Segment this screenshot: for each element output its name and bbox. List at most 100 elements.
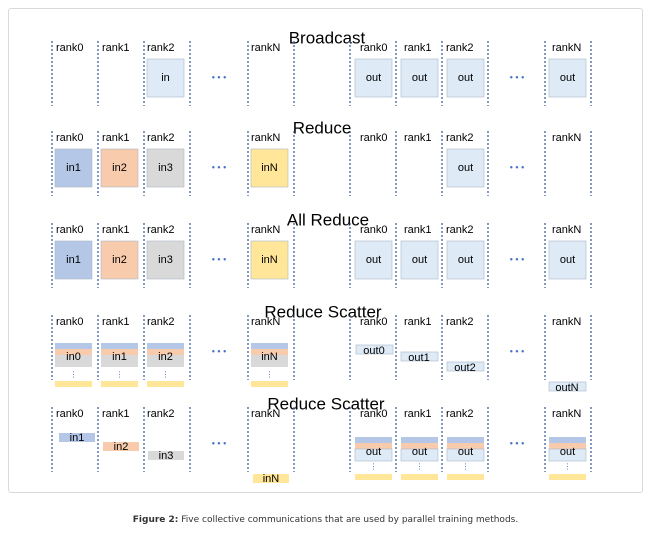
output-slice-label: out0 bbox=[363, 345, 384, 357]
chunk-gray bbox=[101, 355, 138, 367]
chunk-light-blue bbox=[400, 448, 439, 462]
output-slice bbox=[400, 351, 439, 362]
chunk-light-blue bbox=[354, 448, 393, 462]
rank-label-0: rank0 bbox=[360, 224, 388, 236]
input-cell bbox=[100, 240, 139, 280]
output-cell-label: out bbox=[458, 72, 473, 84]
output-cell-label: out bbox=[458, 254, 473, 266]
rank-label-0: rank0 bbox=[360, 316, 388, 328]
output-cell-label: out bbox=[366, 254, 381, 266]
chunk-blue bbox=[401, 437, 438, 443]
chunk-orange bbox=[147, 349, 184, 355]
output-slice-label: out1 bbox=[408, 352, 429, 364]
input-slice-label: inN bbox=[263, 473, 280, 485]
chunk-yellow bbox=[101, 381, 138, 387]
rank-label-2: rank2 bbox=[446, 132, 474, 144]
rank-label-3: rankN bbox=[552, 42, 581, 54]
input-slice bbox=[148, 451, 184, 460]
section-title: All Reduce bbox=[287, 210, 369, 229]
rank-label-1: rank1 bbox=[404, 42, 432, 54]
rank-label-2: rank2 bbox=[147, 408, 175, 420]
rank-label-1: rank1 bbox=[404, 224, 432, 236]
chunk-gray bbox=[147, 355, 184, 367]
input-cell bbox=[54, 240, 93, 280]
output-cell bbox=[446, 240, 485, 280]
output-chunk-label: out bbox=[412, 446, 427, 458]
input-cell bbox=[250, 148, 289, 188]
chunk-yellow bbox=[147, 381, 184, 387]
output-chunk-label: out bbox=[366, 446, 381, 458]
chunk-orange bbox=[251, 349, 288, 355]
rank-label-0: rank0 bbox=[360, 42, 388, 54]
input-cell bbox=[100, 148, 139, 188]
ellipsis-dots: • • • bbox=[212, 438, 226, 448]
output-cell-label: out bbox=[412, 72, 427, 84]
input-cell bbox=[146, 148, 185, 188]
rank-label-1: rank1 bbox=[404, 408, 432, 420]
input-slice-label: in3 bbox=[159, 450, 174, 462]
chunk-blue bbox=[55, 343, 92, 349]
rank-label-3: rankN bbox=[251, 224, 280, 236]
output-cell-label: out bbox=[412, 254, 427, 266]
rank-label-2: rank2 bbox=[147, 316, 175, 328]
chunk-blue bbox=[251, 343, 288, 349]
output-slice-label: outN bbox=[555, 382, 578, 394]
rank-label-2: rank2 bbox=[147, 42, 175, 54]
rank-label-0: rank0 bbox=[56, 42, 84, 54]
ellipsis-dots: • • • bbox=[510, 162, 524, 172]
rank-label-1: rank1 bbox=[102, 408, 130, 420]
input-cell-label: in3 bbox=[158, 254, 173, 266]
input-cell bbox=[146, 240, 185, 280]
vertical-dots: ⋮ bbox=[162, 370, 170, 379]
input-chunk-label: in1 bbox=[112, 351, 127, 363]
input-cell bbox=[146, 58, 185, 98]
input-cell-label: inN bbox=[261, 162, 278, 174]
output-cell bbox=[400, 240, 439, 280]
chunk-yellow bbox=[549, 474, 586, 480]
rank-label-1: rank1 bbox=[102, 132, 130, 144]
output-cell bbox=[446, 148, 485, 188]
rank-label-2: rank2 bbox=[446, 408, 474, 420]
chunk-orange bbox=[101, 349, 138, 355]
ellipsis-dots: • • • bbox=[212, 162, 226, 172]
ellipsis-dots: • • • bbox=[212, 72, 226, 82]
chunk-yellow bbox=[55, 381, 92, 387]
caption-text: Five collective communications that are … bbox=[181, 515, 519, 525]
input-cell-label: in2 bbox=[112, 254, 127, 266]
output-slice bbox=[446, 361, 485, 372]
input-cell-label: inN bbox=[261, 254, 278, 266]
rank-label-1: rank1 bbox=[102, 42, 130, 54]
input-cell-label: in3 bbox=[158, 162, 173, 174]
output-cell bbox=[400, 58, 439, 98]
vertical-dots: ⋮ bbox=[116, 370, 124, 379]
rank-label-0: rank0 bbox=[56, 316, 84, 328]
rank-label-1: rank1 bbox=[404, 132, 432, 144]
output-cell bbox=[354, 58, 393, 98]
vertical-dots: ⋮ bbox=[70, 370, 78, 379]
chunk-orange bbox=[447, 443, 484, 449]
ellipsis-dots: • • • bbox=[510, 72, 524, 82]
input-slice bbox=[59, 433, 95, 442]
vertical-dots: ⋮ bbox=[416, 462, 424, 471]
chunk-yellow bbox=[447, 474, 484, 480]
input-cell bbox=[250, 240, 289, 280]
vertical-dots: ⋮ bbox=[462, 462, 470, 471]
input-chunk-label: in2 bbox=[158, 351, 173, 363]
rank-label-3: rankN bbox=[251, 132, 280, 144]
rank-label-0: rank0 bbox=[56, 224, 84, 236]
output-cell-label: out bbox=[458, 162, 473, 174]
output-slice bbox=[355, 344, 394, 355]
rank-label-0: rank0 bbox=[56, 408, 84, 420]
section-title: Reduce bbox=[293, 118, 352, 137]
input-cell-label: in1 bbox=[66, 162, 81, 174]
chunk-gray bbox=[251, 355, 288, 367]
ellipsis-dots: • • • bbox=[212, 254, 226, 264]
rank-label-1: rank1 bbox=[102, 316, 130, 328]
output-cell-label: out bbox=[560, 72, 575, 84]
rank-label-1: rank1 bbox=[102, 224, 130, 236]
chunk-blue bbox=[447, 437, 484, 443]
input-slice-label: in2 bbox=[114, 441, 129, 453]
rank-label-2: rank2 bbox=[147, 224, 175, 236]
input-slice bbox=[253, 474, 289, 483]
